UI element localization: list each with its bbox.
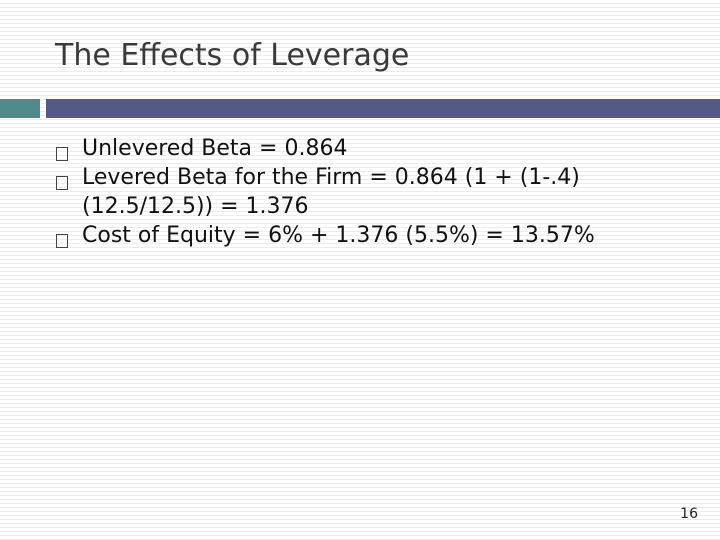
checkbox-bullet-icon bbox=[56, 176, 68, 190]
checkbox-bullet-icon bbox=[56, 147, 68, 161]
accent-bar-right bbox=[46, 99, 720, 118]
bullet-text: Levered Beta for the Firm = 0.864 (1 + (… bbox=[82, 165, 580, 219]
slide-title: The Effects of Leverage bbox=[55, 38, 410, 73]
bullet-list: Unlevered Beta = 0.864 Levered Beta for … bbox=[56, 134, 696, 250]
page-number: 16 bbox=[680, 506, 698, 522]
checkbox-bullet-icon bbox=[56, 234, 68, 248]
list-item: Cost of Equity = 6% + 1.376 (5.5%) = 13.… bbox=[56, 221, 696, 250]
accent-bar-left bbox=[0, 99, 40, 118]
list-item: Unlevered Beta = 0.864 bbox=[56, 134, 696, 163]
list-item: Levered Beta for the Firm = 0.864 (1 + (… bbox=[56, 163, 696, 221]
bullet-text: Unlevered Beta = 0.864 bbox=[82, 136, 348, 161]
bullet-text: Cost of Equity = 6% + 1.376 (5.5%) = 13.… bbox=[82, 223, 595, 248]
